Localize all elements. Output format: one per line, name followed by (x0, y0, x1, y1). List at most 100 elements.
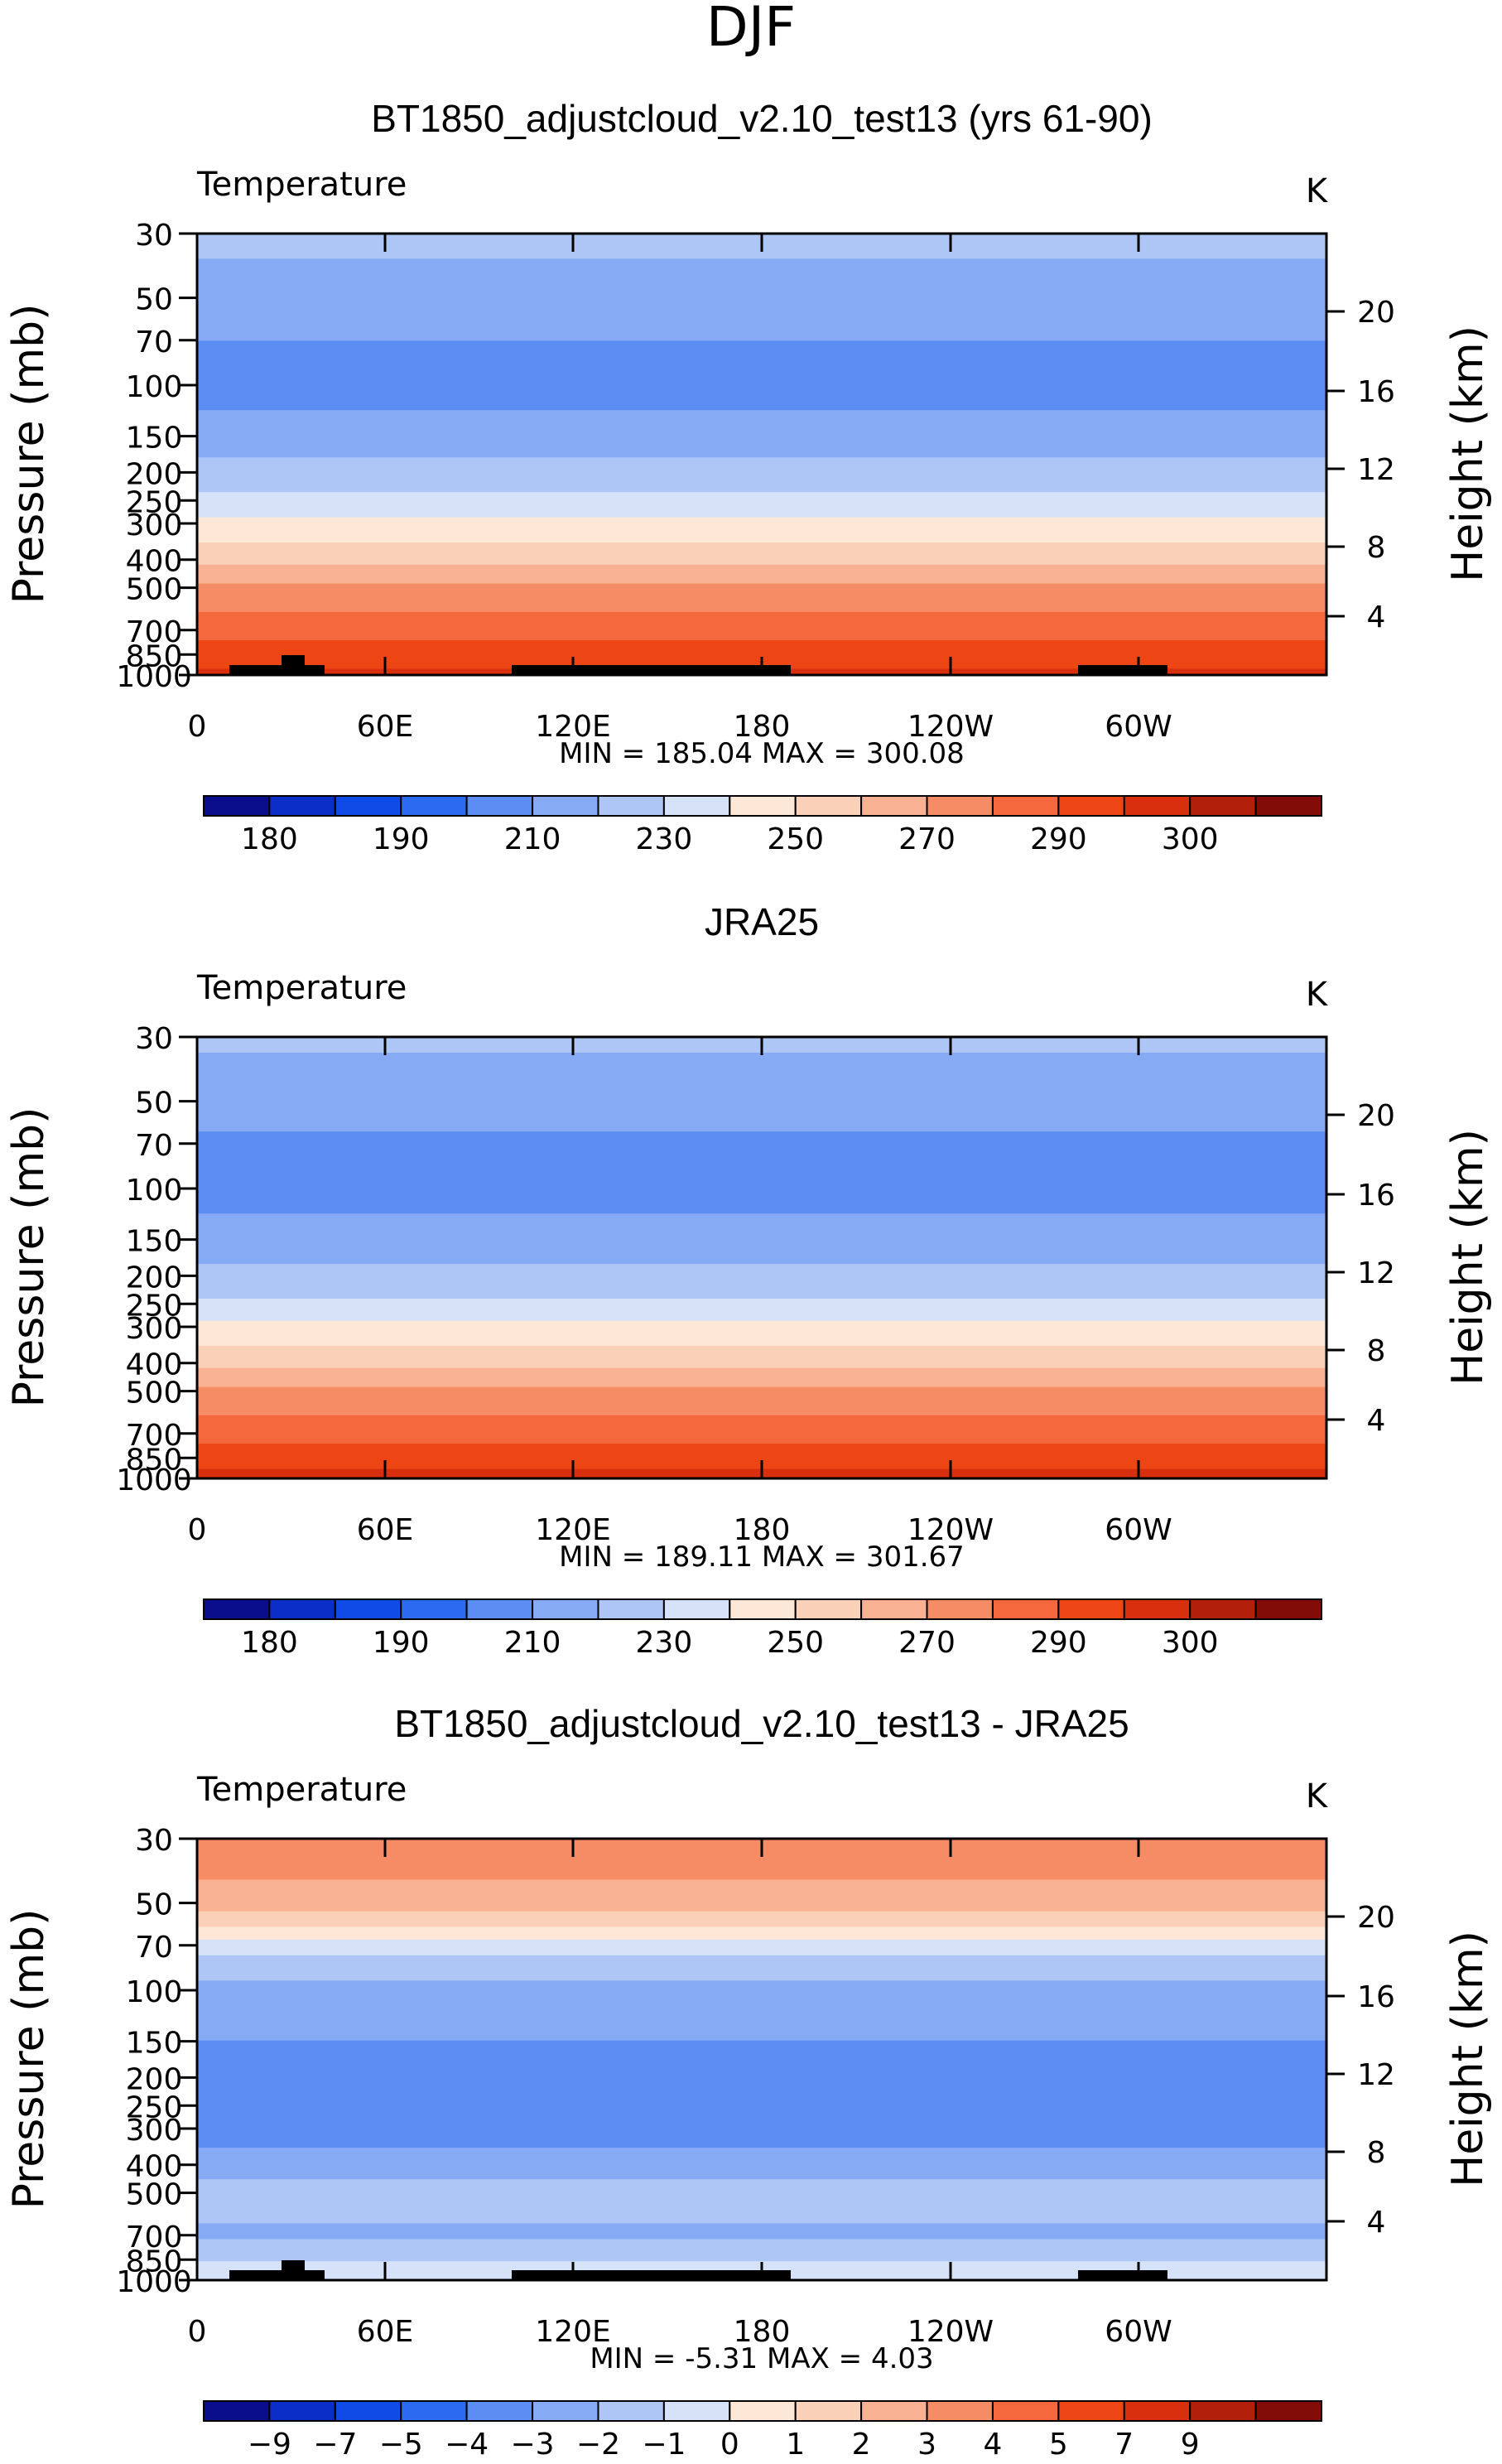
contour-band (197, 2031, 1326, 2035)
contour-band (197, 312, 1326, 316)
contour-band (197, 618, 1326, 623)
contour-band (197, 365, 1326, 370)
colorbar-swatch (597, 795, 665, 817)
contour-band (197, 2185, 1326, 2190)
contour-band (197, 476, 1326, 480)
contour-band (197, 2021, 1326, 2026)
contour-band (197, 274, 1326, 279)
contour-band (197, 533, 1326, 538)
colorbar-swatch (400, 2400, 468, 2422)
contour-band (197, 2078, 1326, 2082)
min-max-stats: MIN = 189.11 MAX = 301.67 (559, 1541, 965, 1574)
contour-band (197, 252, 1326, 257)
contour-band (197, 1078, 1326, 1083)
contour-band (197, 1116, 1326, 1120)
colorbar-swatch (991, 1598, 1060, 1620)
contour-band (197, 2134, 1326, 2139)
contour-band (197, 255, 1326, 260)
lon-tick-label: 0 (188, 710, 207, 744)
colorbar-swatch (1123, 1598, 1191, 1620)
contour-band (197, 1172, 1326, 1177)
colorbar-label: 2 (852, 2428, 871, 2462)
contour-band (197, 2028, 1326, 2032)
contour-band (197, 1446, 1326, 1451)
contour-band (197, 432, 1326, 436)
contour-band (197, 1346, 1326, 1350)
pressure-tick-label: 100 (126, 1975, 183, 2009)
colorbar-swatch (794, 795, 863, 817)
pressure-tick-label: 70 (135, 325, 173, 359)
contour-band (197, 1084, 1326, 1088)
contour-band (197, 646, 1326, 651)
panel-3: BT1850_adjustcloud_v2.10_test13 - JRA25 T… (4, 1702, 1493, 2462)
contour-band (197, 2024, 1326, 2029)
colorbar-swatch (532, 2400, 599, 2422)
contour-band (197, 271, 1326, 276)
colorbar-swatch (1189, 1598, 1257, 1620)
pressure-tick-label: 50 (135, 1087, 173, 1121)
colorbar-swatch (1057, 2400, 1125, 2422)
topography-block (512, 665, 791, 675)
height-tick-label: 4 (1367, 2206, 1386, 2240)
pressure-tick-label: 70 (135, 1931, 173, 1965)
contour-band (197, 1933, 1326, 1937)
contour-band (197, 297, 1326, 301)
contour-band (197, 1911, 1326, 1916)
contour-band (197, 350, 1326, 354)
colorbar-label: 9 (1181, 2428, 1200, 2462)
contour-band (197, 1150, 1326, 1155)
colorbar-label: 290 (1030, 1626, 1087, 1660)
lon-tick-label: 120W (907, 710, 994, 744)
contour-band (197, 287, 1326, 292)
contour-band (197, 1251, 1326, 1256)
contour-band (197, 470, 1326, 475)
contour-band (197, 1147, 1326, 1151)
contour-band (197, 1210, 1326, 1214)
contour-band (197, 621, 1326, 625)
pressure-tick-label: 70 (135, 1129, 173, 1163)
contour-band (197, 1914, 1326, 1918)
contour-band (197, 2008, 1326, 2013)
contour-band (197, 1867, 1326, 1871)
colorbar-swatch (268, 795, 336, 817)
contour-band (197, 1425, 1326, 1429)
contour-band (197, 1090, 1326, 1095)
height-tick-label: 8 (1367, 2136, 1386, 2170)
contour-band (197, 1320, 1326, 1325)
contour-band (197, 1087, 1326, 1092)
topography-block (229, 665, 325, 675)
contour-band (197, 1409, 1326, 1413)
contour-band (197, 466, 1326, 471)
contour-band (197, 1109, 1326, 1114)
contour-band (197, 283, 1326, 288)
height-tick-label: 4 (1367, 600, 1386, 634)
contour-band (197, 536, 1326, 541)
colorbar-swatch (1254, 2400, 1323, 2422)
contour-band (197, 1377, 1326, 1381)
topography-block (282, 2260, 305, 2280)
contour-band (197, 1453, 1326, 1458)
plot-area (197, 1037, 1326, 1478)
height-tick-label: 12 (1357, 2058, 1395, 2092)
contour-band (197, 605, 1326, 610)
contour-band (197, 1203, 1326, 1208)
contour-band (197, 1068, 1326, 1073)
lon-tick-label: 180 (734, 1513, 791, 1547)
contour-band (197, 1374, 1326, 1378)
contour-band (197, 1071, 1326, 1076)
contour-band (197, 457, 1326, 461)
contour-band (197, 302, 1326, 307)
colorbar-label: 3 (917, 2428, 936, 2462)
contour-band (197, 1917, 1326, 1922)
colorbar-label: 4 (983, 2428, 1002, 2462)
colorbar-swatch (926, 795, 994, 817)
height-tick-label: 20 (1357, 1099, 1395, 1133)
min-max-stats: MIN = -5.31 MAX = 4.03 (590, 2342, 933, 2375)
contour-band (197, 384, 1326, 389)
contour-band (197, 1160, 1326, 1164)
contour-band (197, 1402, 1326, 1407)
contour-band (197, 2242, 1326, 2246)
contour-band (197, 504, 1326, 509)
contour-band (197, 1184, 1326, 1189)
contour-band (197, 1883, 1326, 1887)
